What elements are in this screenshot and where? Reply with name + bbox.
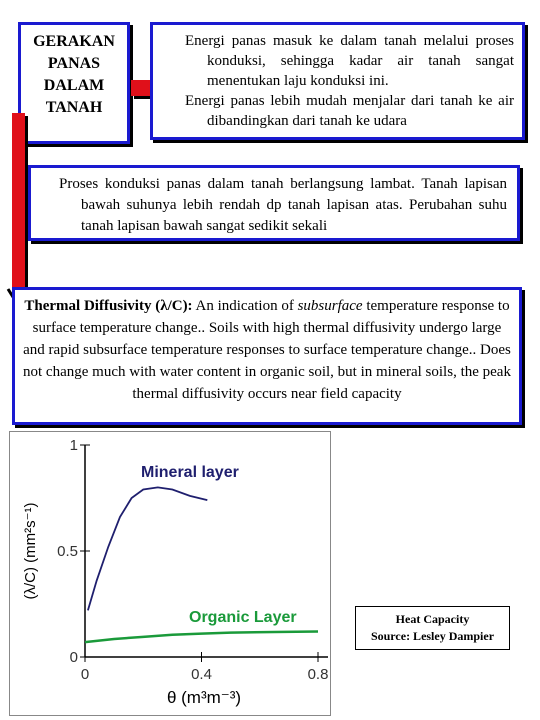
figure: 0 0.5 1 0 0.4 0.8 θ (m³m⁻³) (λ/C) (mm²s⁻¹) Miner… [9,431,331,716]
series-label: Organic Layer [189,609,297,626]
figure-frame [9,431,331,716]
x-tick-label: 0.8 [308,666,329,683]
x-tick-label: 0 [81,666,89,683]
source-box: Heat Capacity Source: Lesley Dampier [355,606,510,650]
paragraph: Proses konduksi panas dalam tanah berlan… [59,176,507,234]
y-tick-label: 0 [70,649,78,666]
y-tick-label: 1 [70,437,78,454]
y-axis-label: (λ/C) (mm²s⁻¹) [22,502,39,599]
title-box: GERAKAN PANAS DALAM TANAH [18,22,130,144]
paragraph: Energi panas masuk ke dalam tanah melalu… [185,33,514,89]
connector [12,113,25,291]
x-axis-label: θ (m³m⁻³) [167,688,241,707]
source-line: Source: Lesley Dampier [370,629,495,643]
series-label: Mineral layer [141,464,239,481]
curve [84,630,319,644]
connector [131,80,150,96]
x-tick-label: 0.4 [191,666,212,683]
term: Thermal Diffusivity (λ/C): [24,298,193,314]
text: temperature response to surface temperat… [23,298,511,402]
text-box: Energi panas masuk ke dalam tanah melalu… [150,22,525,140]
y-tick-label: 0.5 [57,543,78,560]
source-line: Heat Capacity [395,612,470,626]
title-line: GERAKAN [33,33,115,50]
text-box: Proses konduksi panas dalam tanah berlan… [28,165,520,241]
paragraph: Energi panas lebih mudah menjalar dari t… [185,93,514,129]
curve [87,486,208,611]
title-line: PANAS [47,55,101,72]
text-box: Thermal Diffusivity (λ/C): An indication… [12,287,522,425]
title-line: TANAH [45,99,103,116]
text: An indication of [195,298,294,314]
title-line: DALAM [43,77,105,94]
emphasis: subsurface [297,298,363,314]
